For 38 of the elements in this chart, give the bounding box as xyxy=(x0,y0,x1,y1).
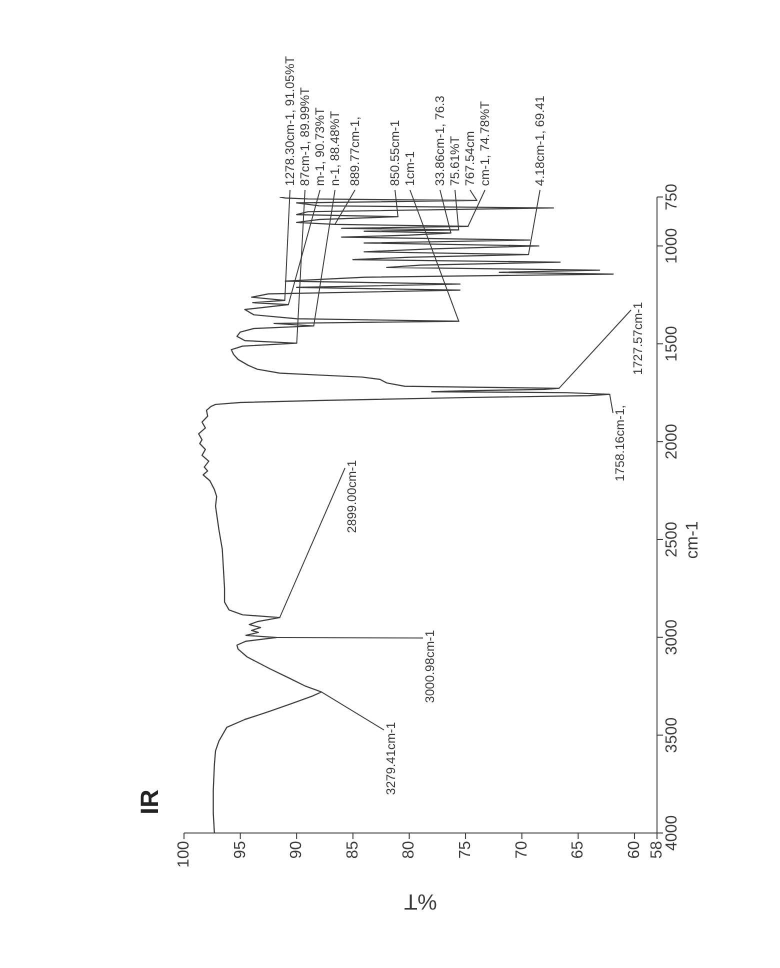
annotation: 889.77cm-1, xyxy=(348,116,362,186)
annotation: cm-1, 74.78%T xyxy=(478,100,492,186)
annotation: m-1, 90.73%T xyxy=(313,107,327,186)
y-axis-title: cm-1 xyxy=(682,521,702,559)
x-tick-label: 65 xyxy=(570,840,587,859)
annotation: 1758.16cm-1, xyxy=(613,405,627,482)
y-tick-label: 2000 xyxy=(664,424,680,460)
y-tick-label: 3000 xyxy=(664,619,680,656)
x-tick-label: 70 xyxy=(513,840,530,859)
x-tick-label: 80 xyxy=(400,840,418,859)
annotation: 767.54cm xyxy=(463,131,477,186)
annotation: 87cm-1, 89.99%T xyxy=(298,86,312,186)
annotation: 1727.57cm-1 xyxy=(631,302,645,375)
annotation: 1278.30cm-1, 91.05%T xyxy=(283,56,297,186)
y-tick-label: 2500 xyxy=(664,522,680,558)
annotation: 3279.41cm-1 xyxy=(384,722,398,795)
x-tick-label: 90 xyxy=(288,840,306,859)
y-tick-label: 750 xyxy=(664,184,680,210)
annotation: 33.86cm-1, 76.3 xyxy=(433,96,447,186)
x-tick-label: 60 xyxy=(626,840,643,859)
annotation: 2899.00cm-1 xyxy=(345,460,359,533)
x-tick-label: 85 xyxy=(344,840,362,859)
x-tick-label: 58 xyxy=(648,840,666,859)
x-axis-title: %T xyxy=(404,890,437,914)
x-tick-label: 95 xyxy=(232,840,249,859)
annotation: 3000.98cm-1 xyxy=(423,630,437,703)
y-tick-label: 1500 xyxy=(664,326,680,362)
y-tick-label: 4000 xyxy=(664,815,680,851)
x-tick-label: 75 xyxy=(457,840,474,859)
annotation: 4.18cm-1, 69.41 xyxy=(533,96,547,186)
annotation: n-1, 88.48%T xyxy=(328,110,342,186)
y-tick-label: 3500 xyxy=(664,717,680,753)
text: IR xyxy=(136,790,164,814)
annotation: 1cm-1 xyxy=(403,151,417,186)
x-tick-label: 100 xyxy=(176,840,192,868)
y-tick-label: 1000 xyxy=(664,228,680,264)
annotation: 75.61%T xyxy=(448,136,462,186)
annotation: 850.55cm-1 xyxy=(388,120,402,186)
